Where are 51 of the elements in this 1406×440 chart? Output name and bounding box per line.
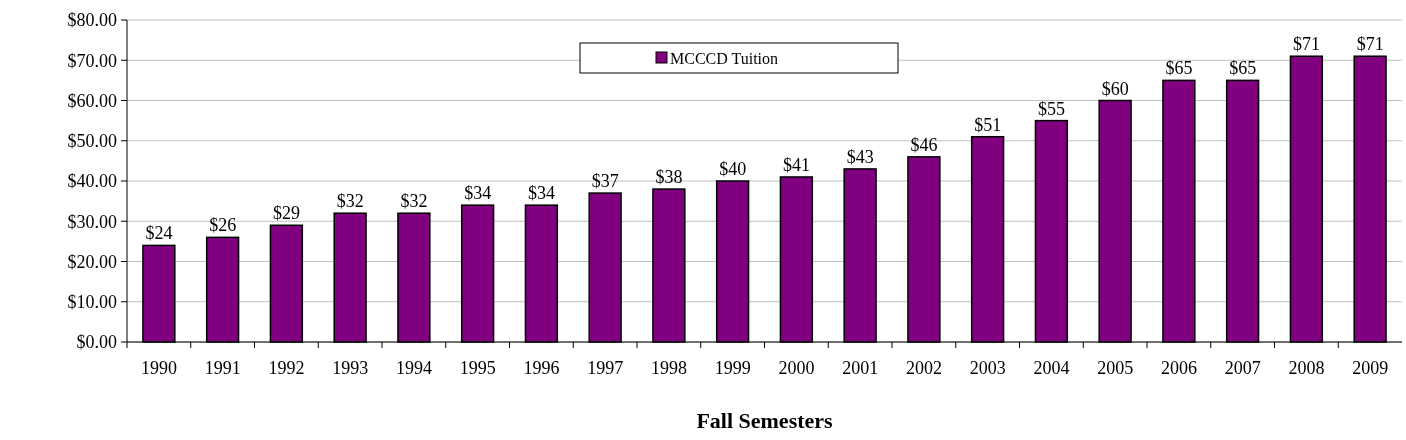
- x-tick-label: 1998: [650, 358, 687, 378]
- data-label: $60: [1101, 78, 1129, 99]
- data-label: $65: [1229, 58, 1257, 79]
- x-tick-label: 2005: [1097, 358, 1134, 378]
- x-tick-label: 1990: [140, 358, 177, 378]
- data-label: $46: [910, 134, 938, 155]
- data-label: $34: [527, 183, 555, 204]
- x-tick-label: 1993: [332, 358, 369, 378]
- data-label: $40: [719, 159, 747, 179]
- x-tick-label: 2000: [778, 358, 815, 378]
- data-label: $34: [464, 183, 492, 204]
- y-tick-label: $70.00: [67, 50, 117, 71]
- x-tick-label: 1997: [587, 358, 624, 378]
- data-label: $71: [1356, 34, 1384, 55]
- y-tick-label: $20.00: [67, 251, 117, 272]
- x-tick-label: 1995: [459, 358, 496, 378]
- data-label: $26: [209, 215, 237, 236]
- data-label: $51: [974, 114, 1002, 135]
- data-label: $24: [145, 223, 173, 244]
- x-tick-label: 2009: [1352, 358, 1389, 378]
- data-label: $29: [272, 203, 300, 224]
- data-label: $37: [591, 171, 619, 192]
- data-label: $41: [782, 154, 810, 175]
- y-tick-label: $30.00: [67, 211, 117, 232]
- data-label: $32: [400, 191, 428, 212]
- y-tick-label: $40.00: [67, 171, 117, 192]
- data-label: $32: [336, 191, 364, 212]
- x-tick-label: 2004: [1033, 358, 1070, 378]
- x-tick-label: 2002: [905, 358, 942, 378]
- x-tick-label: 2008: [1288, 358, 1325, 378]
- x-tick-label: 2007: [1224, 358, 1261, 378]
- data-label: $43: [846, 146, 874, 167]
- data-label: $38: [655, 167, 683, 188]
- data-label: $65: [1165, 58, 1193, 79]
- y-tick-label: $60.00: [67, 90, 117, 111]
- x-tick-label: 2006: [1160, 358, 1197, 378]
- x-tick-label: 1996: [523, 358, 560, 378]
- x-tick-label: 1992: [268, 358, 305, 378]
- y-tick-label: $10.00: [67, 292, 117, 313]
- y-tick-label: $50.00: [67, 131, 117, 152]
- data-label: $55: [1037, 98, 1065, 119]
- x-tick-label: 2003: [969, 358, 1006, 378]
- x-tick-label: 1999: [714, 358, 751, 378]
- x-tick-label: 2001: [842, 358, 879, 378]
- data-label: $71: [1292, 34, 1320, 55]
- x-axis-title: Fall Semesters: [696, 408, 834, 433]
- y-tick-label: $80.00: [67, 10, 117, 31]
- y-tick-label: $0.00: [76, 332, 117, 353]
- x-tick-label: 1994: [395, 358, 432, 378]
- x-tick-label: 1991: [204, 358, 241, 378]
- legend-label: MCCCD Tuition: [670, 49, 779, 67]
